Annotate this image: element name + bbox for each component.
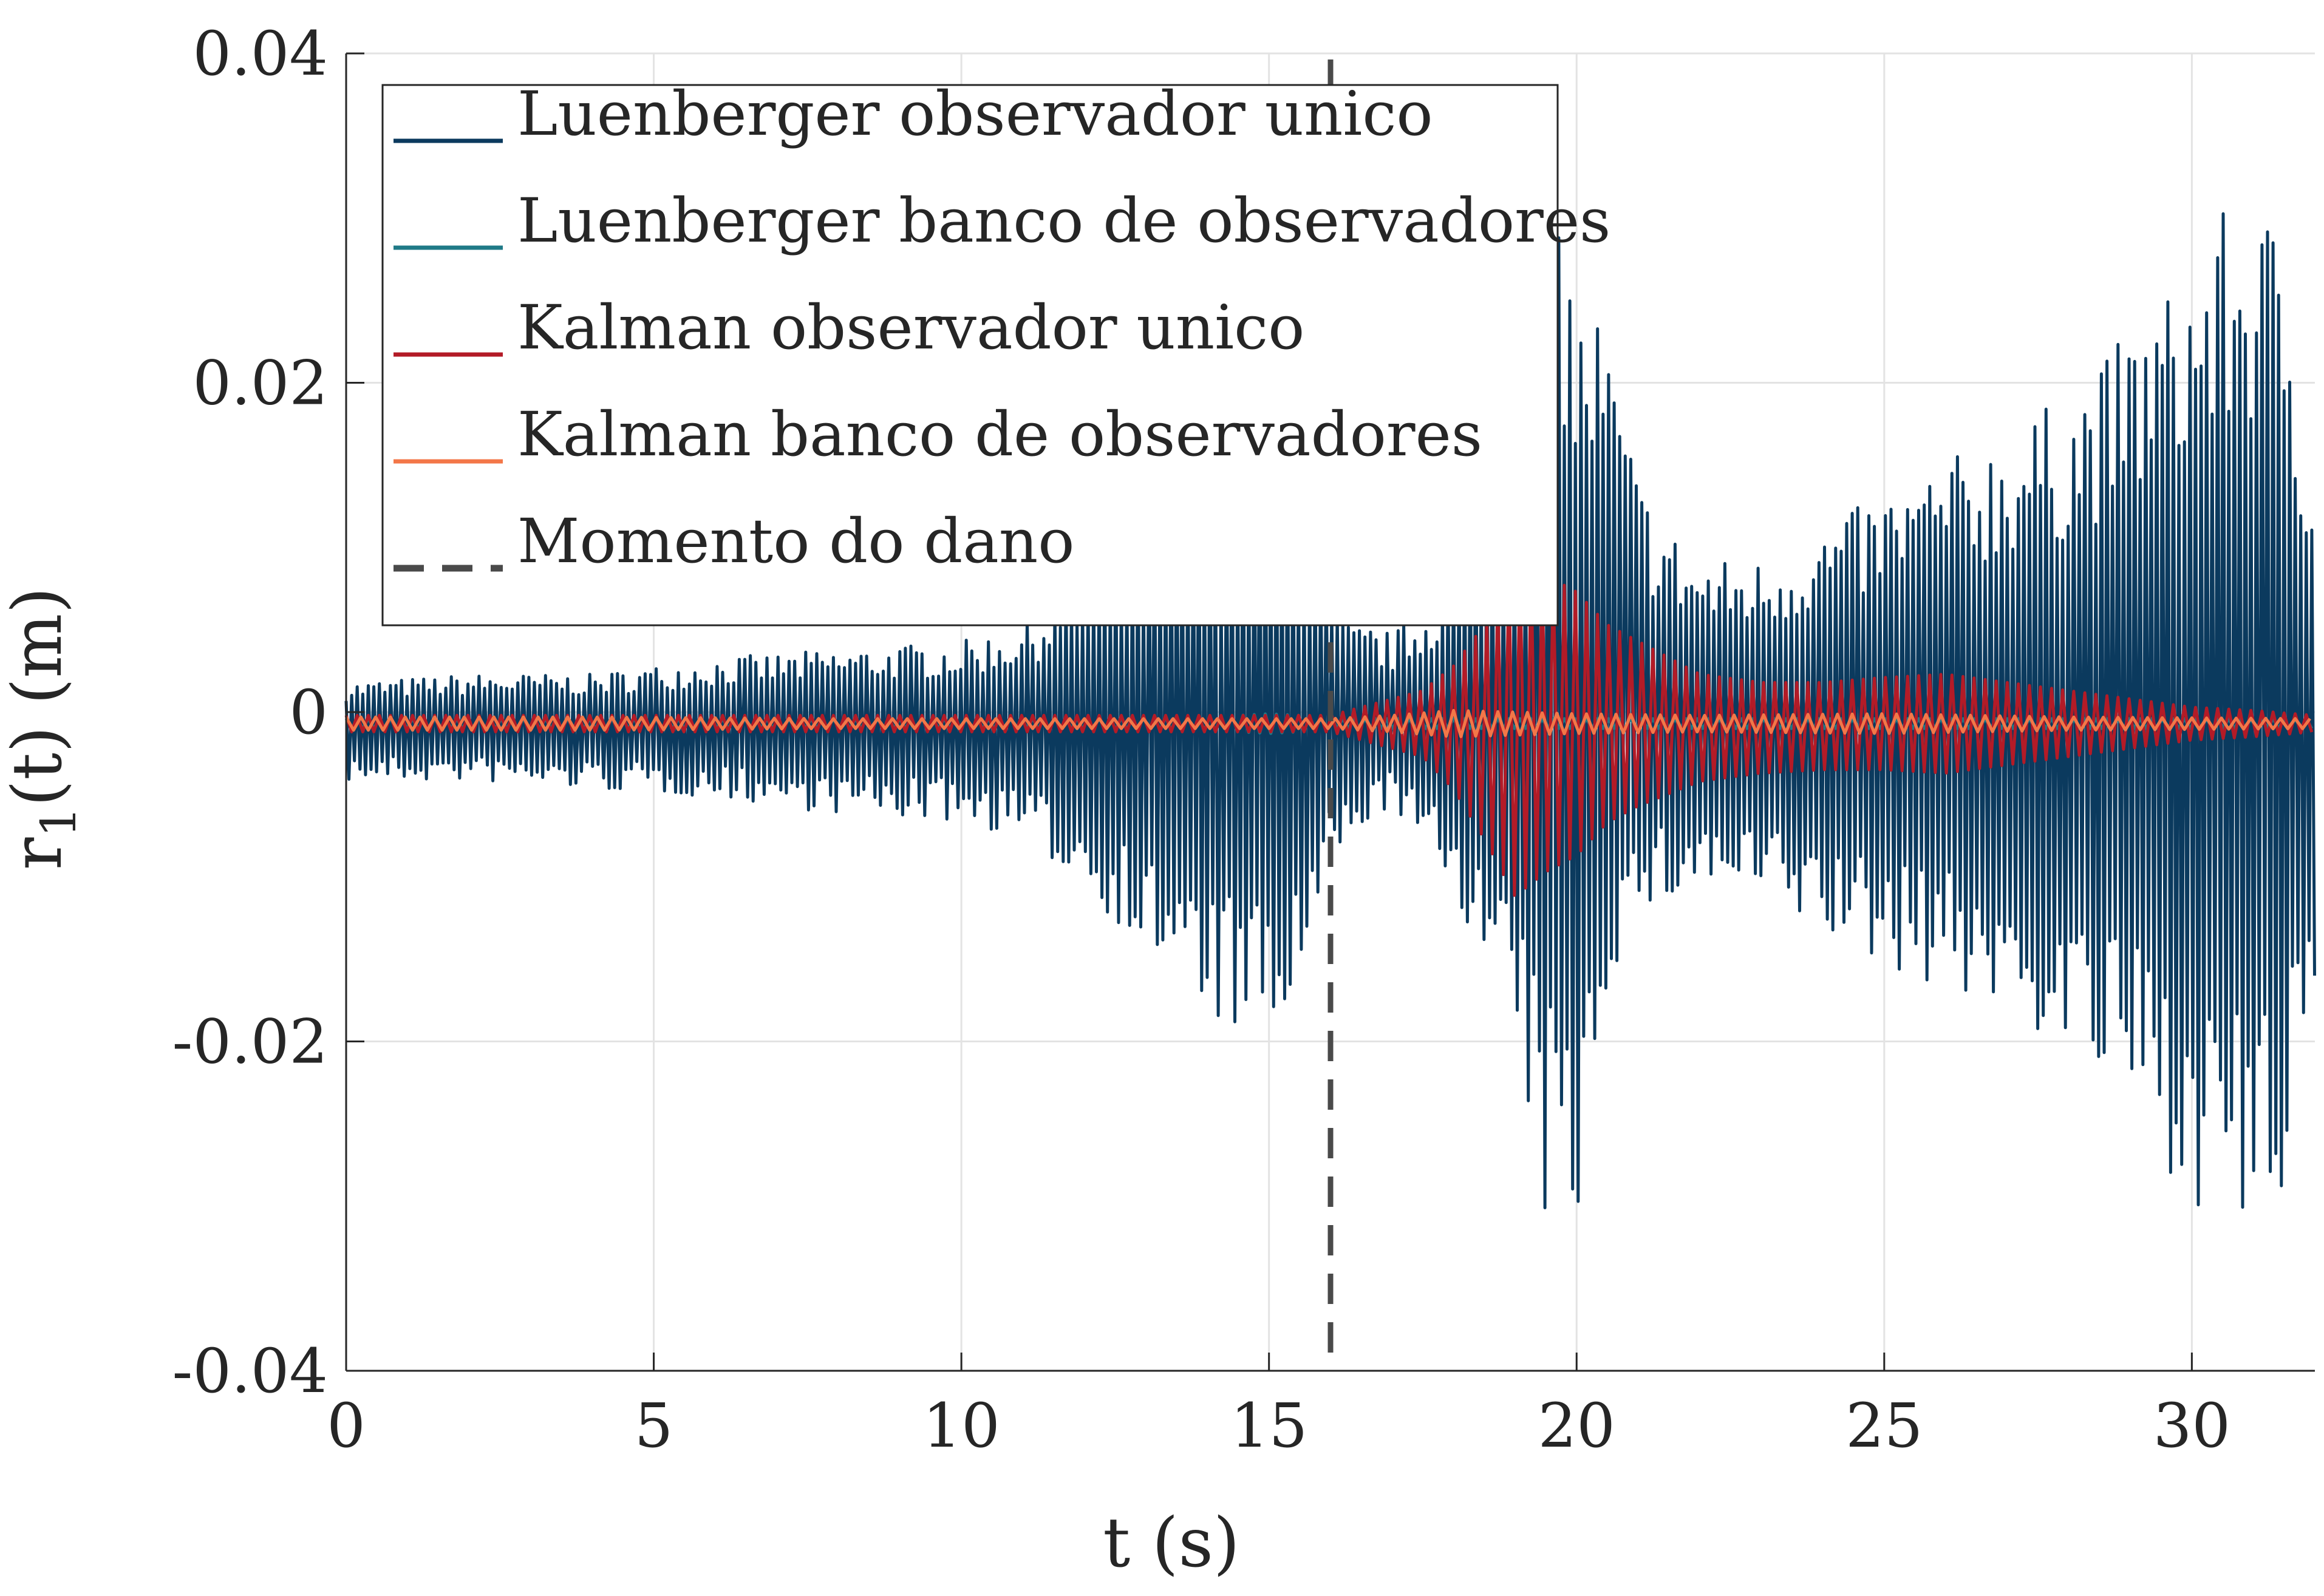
x-tick-label: 0 xyxy=(327,1390,366,1461)
series-line-4 xyxy=(344,708,2311,738)
y-tick-label: -0.04 xyxy=(172,1336,328,1407)
axes-layer: 0 5 10 15 20 25 30 -0.04 -0.02 0 0.02 0.04 xyxy=(172,18,2315,1461)
x-tick-label: 20 xyxy=(1538,1390,1615,1461)
legend-box xyxy=(381,84,1559,627)
x-tick-label: 5 xyxy=(635,1390,673,1461)
y-axis-label-main: r xyxy=(0,837,77,870)
y-axis-label-subscript: 1 xyxy=(30,807,87,838)
y-tick-label: -0.02 xyxy=(172,1007,328,1078)
legend-label-1: Luenberger observador unico xyxy=(517,78,1433,149)
legend-label-5: Momento do dano xyxy=(517,506,1074,577)
legend: Luenberger observador unico Luenberger ba… xyxy=(381,78,1610,627)
x-tick-label: 30 xyxy=(2153,1390,2230,1461)
x-tick-label: 25 xyxy=(1845,1390,1923,1461)
x-tick-label: 10 xyxy=(923,1390,1000,1461)
y-axis-label: r1(t) (m) xyxy=(0,587,87,870)
legend-label-2: Luenberger banco de observadores xyxy=(517,185,1610,256)
y-tick-label: 0.04 xyxy=(193,18,328,89)
legend-label-3: Kalman observador unico xyxy=(517,292,1304,363)
y-axis-label-rest: (t) (m) xyxy=(0,587,77,807)
y-tick-label: 0 xyxy=(289,677,328,748)
legend-label-4: Kalman banco de observadores xyxy=(517,399,1482,470)
y-tick-label: 0.02 xyxy=(193,348,328,419)
x-tick-label: 15 xyxy=(1230,1390,1307,1461)
x-axis-label: t (s) xyxy=(1103,1504,1239,1583)
series-line-3 xyxy=(344,560,2314,897)
